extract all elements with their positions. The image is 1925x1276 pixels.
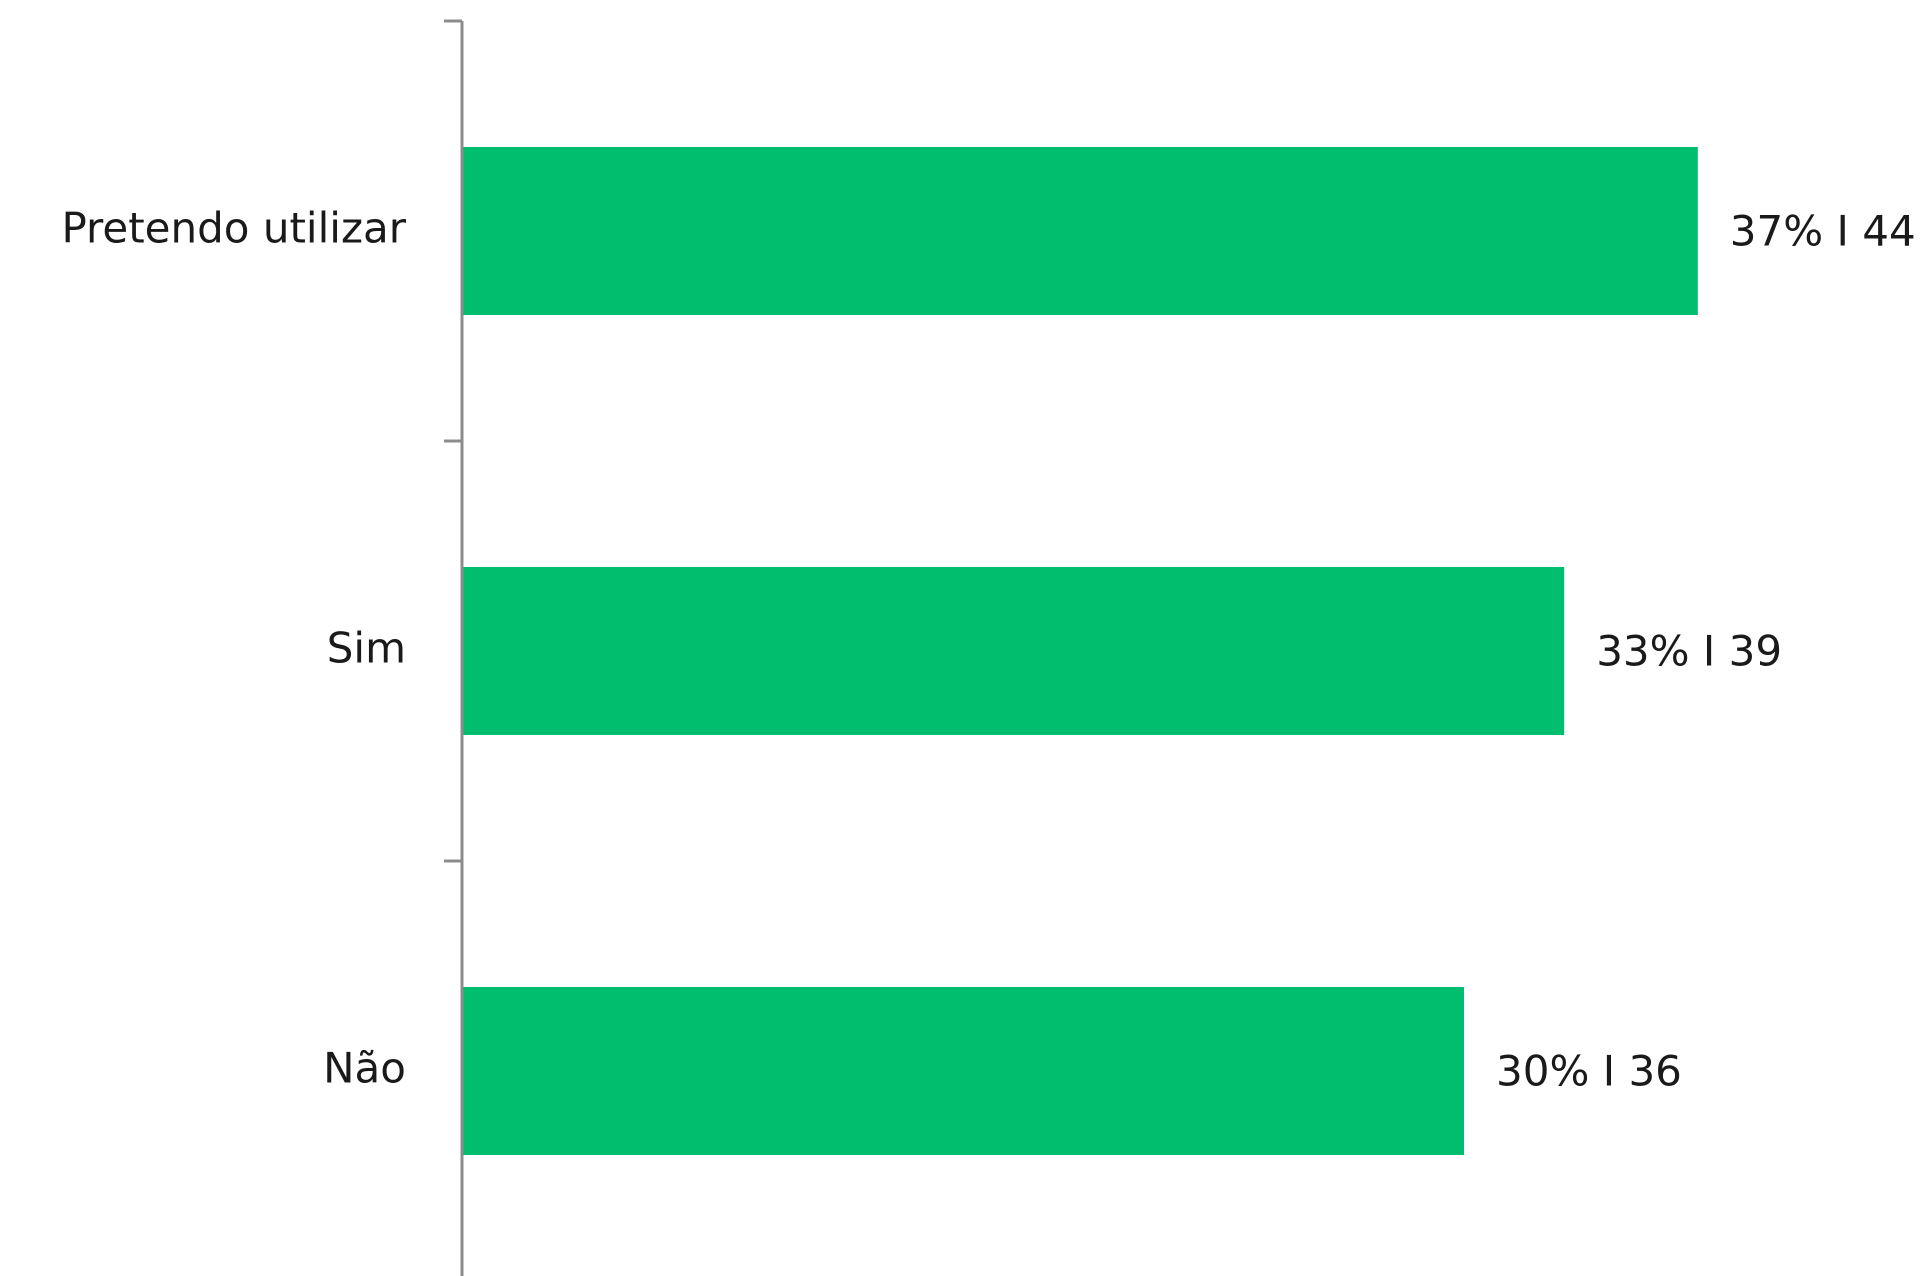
- y-tick-label: Não: [323, 1044, 406, 1093]
- bar: [462, 147, 1698, 315]
- value-label: 33% I 39: [1596, 627, 1782, 676]
- bar: [462, 567, 1565, 735]
- value-label: 37% I 44: [1730, 207, 1916, 256]
- y-tick-label: Sim: [327, 624, 406, 673]
- bar: [462, 987, 1464, 1155]
- value-label: 30% I 36: [1496, 1047, 1682, 1096]
- y-tick-label: Pretendo utilizar: [61, 204, 406, 253]
